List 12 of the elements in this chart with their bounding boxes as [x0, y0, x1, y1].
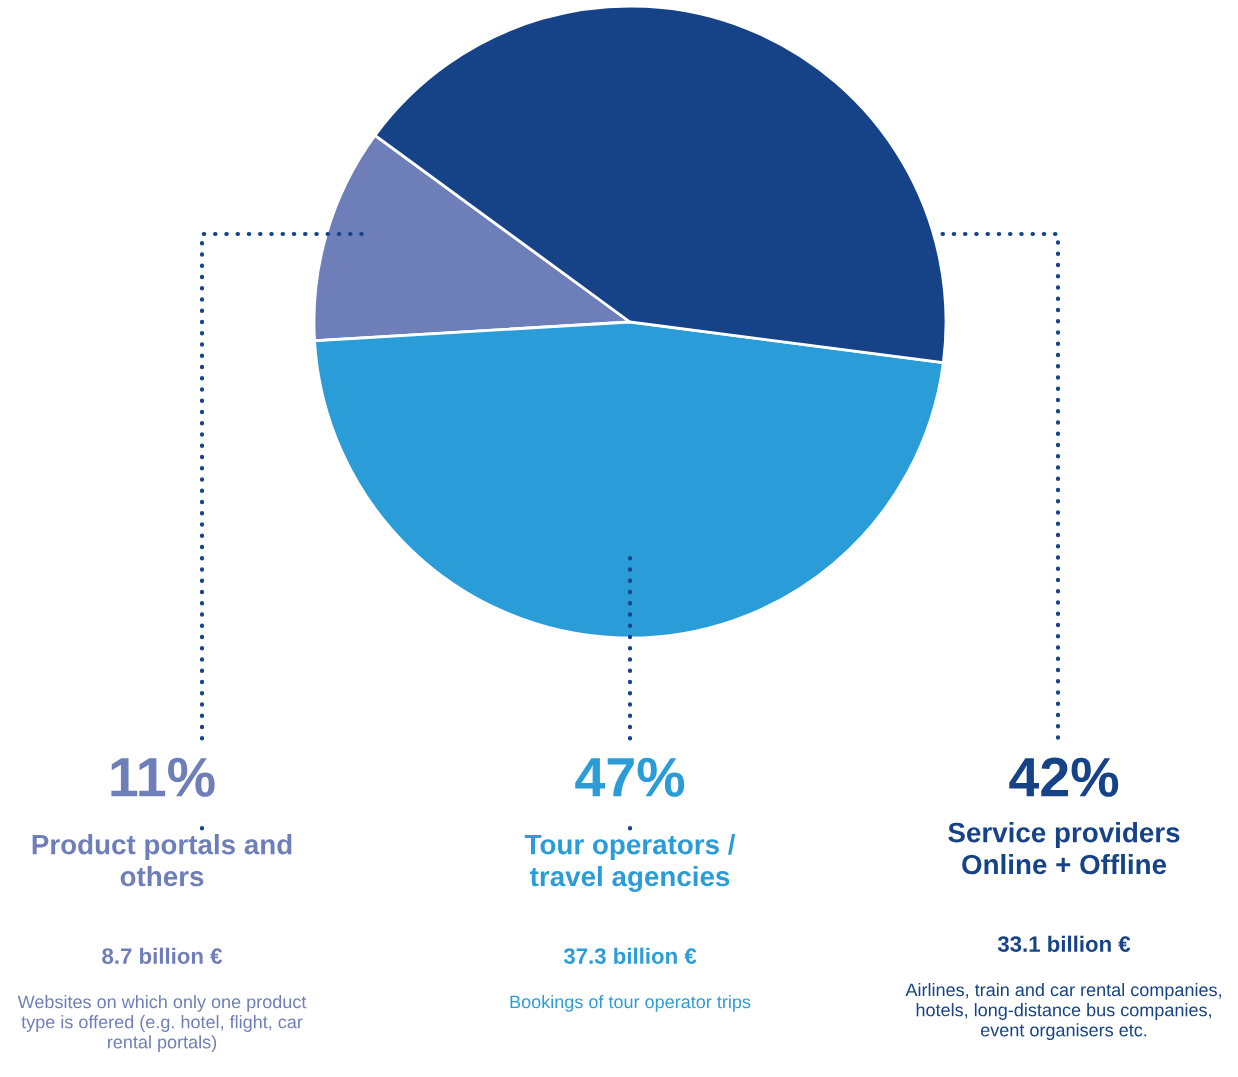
text: 33.1 billion €: [997, 935, 1131, 952]
text: 8.7 billion €: [102, 947, 223, 964]
data-label: 42%: [1009, 757, 1119, 797]
text: Websites on which only one product type is offered (e.g. hotel, flight, car rental portals): [17, 995, 307, 1053]
data-label: 47%: [575, 757, 685, 797]
text: 37.3 billion €: [563, 947, 697, 964]
data-label: 11%: [111, 757, 215, 797]
slice-label: Product portals and others: [32, 834, 292, 887]
slice-label: Service providers Online + Offline: [948, 822, 1180, 875]
text: Bookings of tour operator trips: [510, 995, 751, 1012]
text: Airlines, train and car rental companies, hotels, long-distance bus companies, event organisers etc.: [905, 983, 1221, 1041]
slice-label: Tour operators / travel agencies: [524, 834, 736, 892]
